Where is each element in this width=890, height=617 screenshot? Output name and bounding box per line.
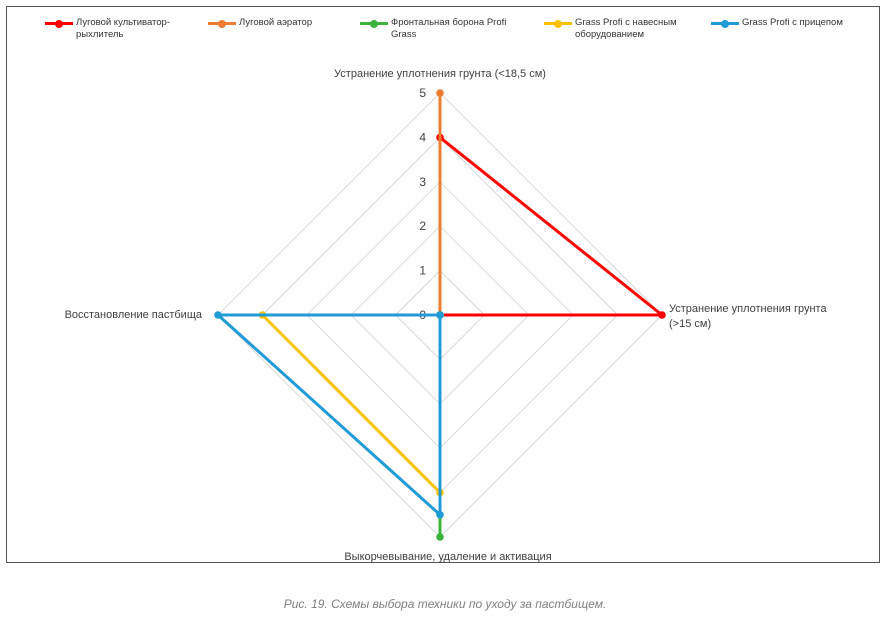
legend-label: Луговой аэратор	[239, 17, 313, 28]
tick-label: 3	[419, 175, 426, 189]
series-point	[436, 533, 444, 541]
series-point	[436, 89, 444, 97]
series-line	[216, 313, 442, 517]
legend-label: Луговой культиватор-рыхлитель	[76, 17, 171, 40]
series-line	[260, 313, 442, 495]
series-point	[436, 311, 444, 319]
legend-label: Grass Profi с прицепом	[742, 17, 843, 28]
series-point	[658, 311, 666, 319]
axis-label: Устранение уплотнения грунта (>15 см)	[669, 303, 827, 330]
legend-swatch	[360, 19, 388, 28]
series-point	[214, 311, 222, 319]
tick-label: 5	[419, 86, 426, 100]
chart-frame: Луговой культиватор-рыхлитель Луговой аэ…	[6, 6, 880, 563]
legend-swatch	[208, 19, 236, 28]
legend-label: Фронтальная борона Profi Grass	[391, 17, 507, 40]
figure-caption: Рис. 19. Схемы выбора техники по уходу з…	[283, 597, 607, 611]
axis-label: Выкорчевывание, удаление и активация	[344, 551, 551, 563]
axis-label: Восстановление пастбища	[65, 309, 203, 321]
legend-label: Grass Profi с навесным оборудованием	[575, 17, 677, 40]
legend-swatch	[544, 19, 572, 28]
tick-label: 4	[419, 130, 426, 144]
legend-swatch	[45, 19, 73, 28]
series-point	[436, 511, 444, 519]
chart-legend: Луговой культиватор-рыхлитель Луговой аэ…	[45, 17, 875, 57]
tick-label: 2	[419, 219, 426, 233]
axis-label: Устранение уплотнения грунта (<18,5 см)	[334, 68, 546, 80]
legend-swatch	[711, 19, 739, 28]
tick-label: 1	[419, 264, 426, 278]
series-line	[438, 135, 664, 317]
